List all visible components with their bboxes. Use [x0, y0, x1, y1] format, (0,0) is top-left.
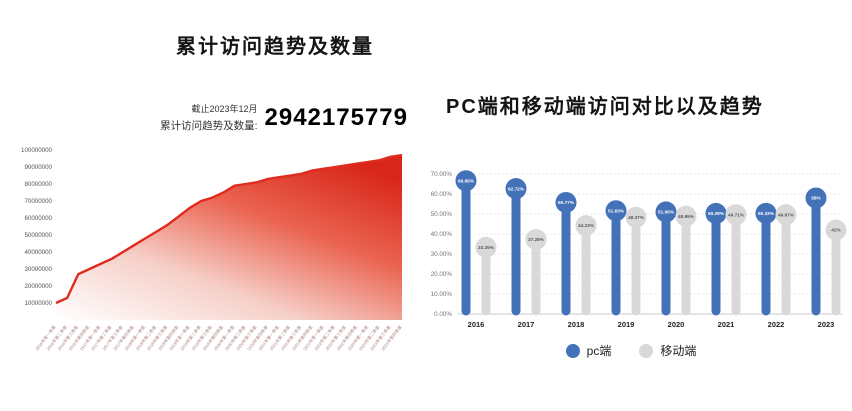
- pc端-bubble: [505, 178, 527, 200]
- pc端-value-label: 51.63%: [608, 208, 625, 213]
- 移动端-bubble: [625, 206, 647, 228]
- 移动端-bubble: [825, 219, 847, 241]
- cumulative-area-chart: 100000000 90000000 80000000 70000000 6000000…: [21, 147, 404, 352]
- pc-mobile-chart-title: PC端和移动端访问对比以及趋势: [446, 96, 764, 118]
- 移动端-value-label: 48.37%: [628, 215, 645, 220]
- area-line: [55, 153, 403, 305]
- pc端-value-label: 50.29%: [708, 211, 725, 216]
- pc端-value-label: 51.05%: [658, 210, 675, 215]
- y-axis-label: 40.00%: [431, 231, 453, 238]
- 移动端-bubble: [525, 228, 547, 250]
- x-axis-label: 2016: [468, 320, 485, 329]
- x-axis-label: 2017: [518, 320, 535, 329]
- pc端-bubble: [655, 201, 677, 223]
- y-axis-label: 50.00%: [431, 211, 453, 218]
- cumulative-chart-title: 累计访问趋势及数量: [176, 36, 374, 58]
- pc端-bubble: [555, 191, 577, 213]
- x-axis-label: 2022: [768, 320, 785, 329]
- annotation-text-block: 截止2023年12月 累计访问趋势及数量:: [160, 102, 257, 133]
- y-axis-label: 30.00%: [431, 251, 453, 258]
- y-axis-label: 40000000: [24, 249, 52, 256]
- pc端-value-label: 66.65%: [458, 178, 475, 183]
- pc端-value-label: 55.77%: [558, 200, 575, 205]
- y-axis-label: 10.00%: [431, 291, 453, 298]
- pc端-bubble: [455, 170, 477, 192]
- y-axis-label: 10000000: [24, 300, 52, 307]
- y-axis-label: 70000000: [24, 198, 52, 205]
- pc-legend-label: pc端: [586, 344, 612, 358]
- x-axis-label: 2023: [818, 320, 835, 329]
- 移动端-value-label: 49.71%: [728, 212, 745, 217]
- x-axis-label: 2020: [668, 320, 685, 329]
- mobile-legend-dot-icon: [639, 343, 654, 358]
- pc-mobile-lollipop-chart: 70.00% 60.00% 50.00% 40.00% 30.00% 20.00% 10.0…: [431, 170, 847, 329]
- y-axis-label: 60.00%: [431, 191, 453, 198]
- y-axis-label: 80000000: [24, 181, 52, 188]
- y-axis-label: 100000000: [21, 147, 53, 154]
- x-axis-label: 2018: [568, 320, 585, 329]
- 移动端-value-label: 42%: [831, 228, 841, 233]
- annotation-date: 截止2023年12月: [191, 104, 258, 114]
- cumulative-annotation: 截止2023年12月 累计访问趋势及数量: 2942175779: [120, 102, 408, 133]
- 移动端-value-label: 33.35%: [478, 245, 495, 250]
- 移动端-bubble: [675, 205, 697, 227]
- pc端-bubble: [605, 200, 627, 222]
- 移动端-bubble: [775, 204, 797, 226]
- 移动端-value-label: 44.23%: [578, 223, 595, 228]
- annotation-label: 累计访问趋势及数量:: [160, 120, 258, 132]
- mobile-legend-label: 移动端: [660, 344, 697, 358]
- legend-item-mobile: 移动端: [639, 342, 696, 359]
- y-axis-label: 60000000: [24, 215, 52, 222]
- chart-legend: pc端 移动端: [412, 342, 850, 359]
- 移动端-value-label: 49.67%: [778, 212, 795, 217]
- pc端-value-label: 58%: [811, 196, 821, 201]
- 移动端-bubble: [475, 236, 497, 258]
- pc端-bubble: [705, 202, 727, 224]
- annotation-total-value: 2942175779: [264, 103, 408, 131]
- x-axis-label: 2019: [618, 320, 635, 329]
- 移动端-bubble: [725, 204, 747, 226]
- pc端-value-label: 62.72%: [508, 186, 525, 191]
- y-axis-label: 30000000: [24, 266, 52, 273]
- 移动端-value-label: 37.28%: [528, 237, 545, 242]
- y-axis-label: 20000000: [24, 283, 52, 290]
- y-axis-label: 20.00%: [431, 271, 453, 278]
- pc端-bubble: [805, 187, 827, 209]
- 移动端-value-label: 48.95%: [678, 214, 695, 219]
- y-axis-label: 0.00%: [434, 311, 452, 318]
- x-axis-label: 2021: [718, 320, 735, 329]
- 移动端-bubble: [575, 215, 597, 237]
- area-fill: [56, 155, 402, 320]
- y-axis-label: 70.00%: [431, 171, 453, 178]
- legend-item-pc: pc端: [565, 342, 612, 359]
- pc-legend-dot-icon: [565, 343, 580, 358]
- pc端-bubble: [755, 202, 777, 224]
- y-axis-label: 90000000: [24, 164, 52, 171]
- y-axis-label: 50000000: [24, 232, 52, 239]
- pc端-value-label: 50.33%: [758, 211, 775, 216]
